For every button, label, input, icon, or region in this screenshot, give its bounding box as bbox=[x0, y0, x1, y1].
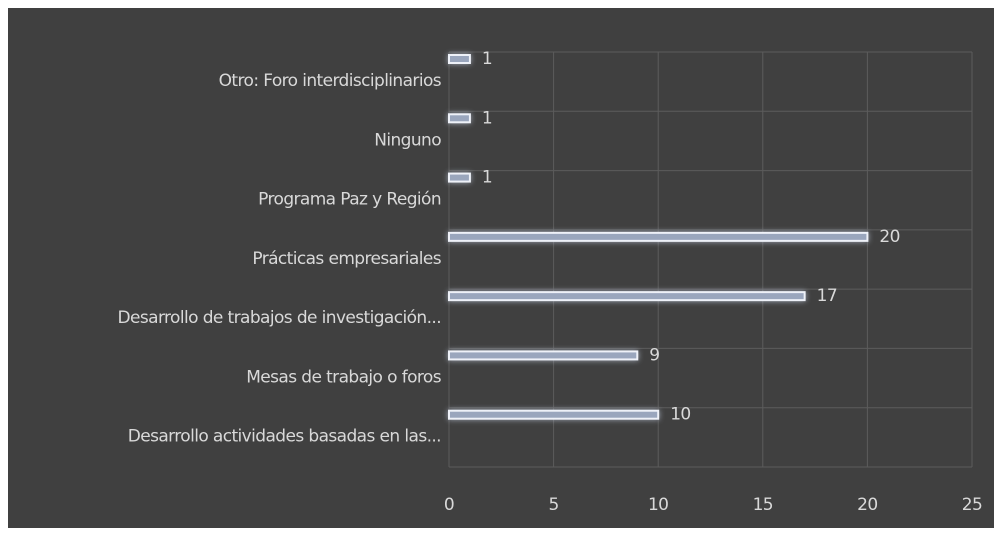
chart-background bbox=[8, 8, 994, 528]
value-label: 20 bbox=[879, 227, 899, 247]
x-tick-label: 5 bbox=[548, 495, 558, 515]
x-tick-label: 20 bbox=[857, 495, 877, 515]
bar bbox=[448, 231, 869, 242]
bar bbox=[448, 409, 660, 420]
x-tick-label: 15 bbox=[753, 495, 773, 515]
y-tick-label: Prácticas empresariales bbox=[252, 249, 441, 269]
value-label: 1 bbox=[482, 168, 492, 188]
value-label: 1 bbox=[482, 108, 492, 128]
bar bbox=[448, 291, 806, 302]
x-tick-label: 25 bbox=[962, 495, 982, 515]
value-label: 1 bbox=[482, 49, 492, 69]
value-label: 10 bbox=[670, 405, 690, 425]
x-tick-label: 0 bbox=[444, 495, 454, 515]
value-label: 17 bbox=[817, 286, 837, 306]
x-tick-label: 10 bbox=[648, 495, 668, 515]
value-label: 9 bbox=[649, 345, 659, 365]
y-tick-label: Desarrollo actividades basadas en las... bbox=[128, 427, 441, 447]
y-tick-label: Ninguno bbox=[374, 130, 441, 150]
bar bbox=[448, 113, 471, 124]
bar bbox=[448, 172, 471, 183]
bar bbox=[448, 350, 639, 361]
y-tick-label: Otro: Foro interdisciplinarios bbox=[219, 71, 442, 91]
bar bbox=[448, 54, 471, 64]
y-tick-label: Mesas de trabajo o foros bbox=[246, 367, 442, 387]
y-tick-label: Programa Paz y Región bbox=[258, 190, 441, 210]
y-tick-label: Desarrollo de trabajos de investigación.… bbox=[118, 308, 441, 328]
